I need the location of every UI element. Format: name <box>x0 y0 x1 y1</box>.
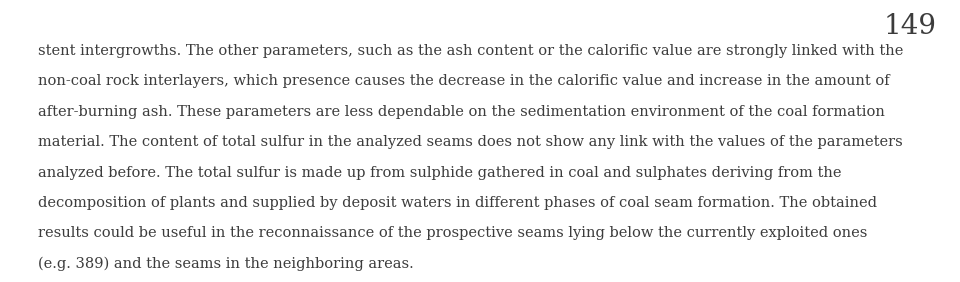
Text: non-coal rock interlayers, which presence causes the decrease in the calorific v: non-coal rock interlayers, which presenc… <box>38 74 890 88</box>
Text: after-burning ash. These parameters are less dependable on the sedimentation env: after-burning ash. These parameters are … <box>38 105 885 119</box>
Text: results could be useful in the reconnaissance of the prospective seams lying bel: results could be useful in the reconnais… <box>38 226 868 241</box>
Text: stent intergrowths. The other parameters, such as the ash content or the calorif: stent intergrowths. The other parameters… <box>38 44 903 58</box>
Text: decomposition of plants and supplied by deposit waters in different phases of co: decomposition of plants and supplied by … <box>38 196 877 210</box>
Text: (e.g. 389) and the seams in the neighboring areas.: (e.g. 389) and the seams in the neighbor… <box>38 257 414 271</box>
Text: 149: 149 <box>884 13 937 40</box>
Text: analyzed before. The total sulfur is made up from sulphide gathered in coal and : analyzed before. The total sulfur is mad… <box>38 166 842 180</box>
Text: material. The content of total sulfur in the analyzed seams does not show any li: material. The content of total sulfur in… <box>38 135 903 149</box>
